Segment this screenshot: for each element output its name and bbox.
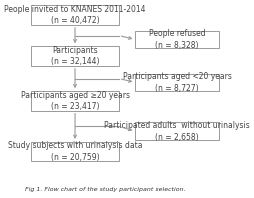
Text: Participants aged ≥20 years
(n = 23,417): Participants aged ≥20 years (n = 23,417) [21, 90, 130, 111]
Text: Participants aged <20 years
(n = 8,727): Participants aged <20 years (n = 8,727) [122, 72, 231, 93]
FancyBboxPatch shape [135, 74, 218, 91]
Text: Fig 1. Flow chart of the study participant selection.: Fig 1. Flow chart of the study participa… [25, 187, 186, 192]
FancyBboxPatch shape [31, 46, 119, 66]
FancyBboxPatch shape [31, 5, 119, 25]
Text: People invited to KNANES 2011-2014
(n = 40,472): People invited to KNANES 2011-2014 (n = … [4, 5, 146, 26]
FancyBboxPatch shape [135, 31, 218, 48]
Text: Participants
(n = 32,144): Participants (n = 32,144) [51, 46, 99, 67]
FancyBboxPatch shape [31, 91, 119, 111]
FancyBboxPatch shape [135, 122, 218, 140]
FancyBboxPatch shape [31, 142, 119, 162]
Text: People refused
(n = 8,328): People refused (n = 8,328) [149, 29, 205, 50]
Text: Participated adults  without urinalysis
(n = 2,658): Participated adults without urinalysis (… [104, 121, 250, 142]
Text: Study subjects with urinalysis data
(n = 20,759): Study subjects with urinalysis data (n =… [8, 141, 142, 162]
